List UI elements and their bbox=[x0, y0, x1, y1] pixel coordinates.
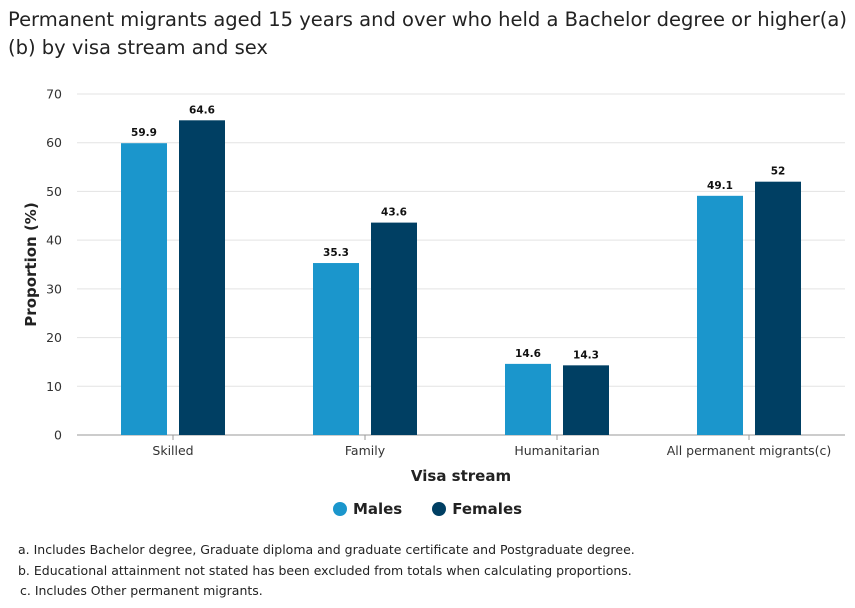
bar-females-3 bbox=[755, 181, 801, 435]
footnote-a: a. Includes Bachelor degree, Graduate di… bbox=[18, 542, 635, 557]
data-label-females-2: 14.3 bbox=[573, 349, 599, 361]
x-axis-title: Visa stream bbox=[411, 467, 511, 485]
bar-females-2 bbox=[563, 365, 609, 435]
bar-males-3 bbox=[697, 195, 743, 435]
y-tick-label-20: 20 bbox=[46, 330, 62, 345]
data-label-males-1: 35.3 bbox=[323, 247, 349, 259]
x-tick-label-0: Skilled bbox=[152, 443, 193, 458]
y-tick-label-40: 40 bbox=[46, 233, 62, 248]
chart-title: Permanent migrants aged 15 years and ove… bbox=[8, 8, 847, 59]
bar-males-0 bbox=[121, 143, 167, 436]
legend-item-females[interactable]: Females bbox=[432, 500, 522, 518]
y-axis-title: Proportion (%) bbox=[22, 202, 40, 326]
y-tick-label-30: 30 bbox=[46, 281, 62, 296]
legend-swatch-males bbox=[332, 502, 347, 516]
legend-swatch-females bbox=[432, 502, 447, 516]
y-tick-label-50: 50 bbox=[46, 184, 62, 199]
x-tick-label-3: All permanent migrants(c) bbox=[667, 443, 832, 458]
y-tick-label-60: 60 bbox=[46, 135, 62, 150]
x-tick-label-1: Family bbox=[345, 443, 386, 458]
data-label-females-3: 52 bbox=[771, 166, 786, 178]
legend-label-males: Males bbox=[352, 500, 403, 518]
y-tick-label-70: 70 bbox=[46, 87, 62, 102]
y-tick-label-0: 0 bbox=[54, 428, 62, 443]
legend-label-females: Females bbox=[452, 500, 523, 518]
legend-item-males[interactable]: Males bbox=[332, 500, 403, 518]
data-label-females-1: 43.6 bbox=[381, 207, 407, 219]
bar-females-0 bbox=[179, 120, 225, 435]
y-tick-label-10: 10 bbox=[46, 379, 62, 394]
bar-chart: 0 10 20 30 40 50 60 70 59.9 64.6 Skilled 35.3 43.6 Fa… bbox=[22, 87, 845, 485]
footnotes: a. Includes Bachelor degree, Graduate di… bbox=[18, 540, 635, 602]
data-label-males-2: 14.6 bbox=[515, 348, 541, 360]
x-tick-label-2: Humanitarian bbox=[514, 443, 599, 458]
footnote-c: c. Includes Other permanent migrants. bbox=[20, 583, 263, 598]
legend: Males Females bbox=[0, 500, 855, 518]
bar-males-1 bbox=[313, 263, 359, 435]
data-label-males-0: 59.9 bbox=[131, 127, 157, 139]
data-label-males-3: 49.1 bbox=[707, 180, 733, 192]
data-label-females-0: 64.6 bbox=[189, 104, 215, 116]
bar-males-2 bbox=[505, 363, 551, 435]
footnote-b: b. Educational attainment not stated has… bbox=[18, 562, 632, 578]
bar-females-1 bbox=[371, 222, 417, 435]
